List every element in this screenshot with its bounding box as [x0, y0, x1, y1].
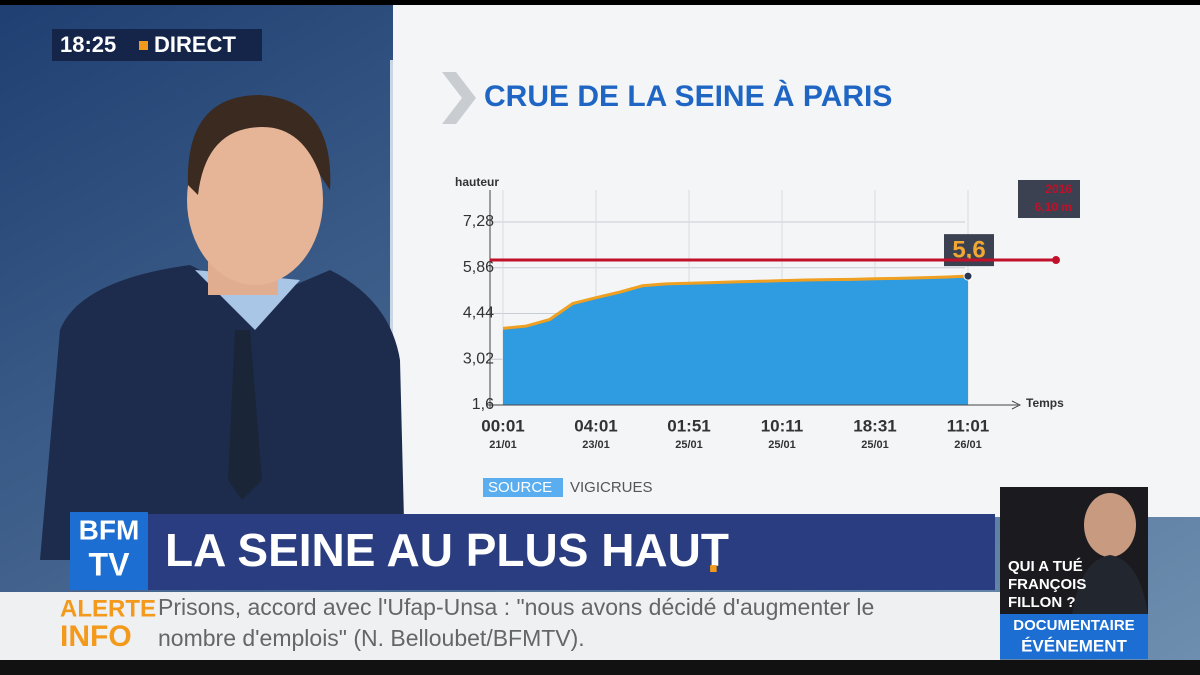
x-tick-date: 25/01	[861, 439, 889, 451]
x-tick-label: 10:11	[761, 416, 804, 435]
presenter	[40, 95, 405, 560]
chart-title: CRUE DE LA SEINE À PARIS	[484, 79, 892, 113]
reference-label: 6,10 m	[1035, 200, 1072, 214]
x-tick-date: 23/01	[582, 439, 610, 451]
promo-tag	[1000, 614, 1148, 659]
x-axis-label: Temps	[1026, 396, 1064, 410]
top-bar	[0, 0, 1200, 5]
y-tick-label: 7,28	[463, 213, 494, 230]
promo-tag-top: DOCUMENTAIRE	[1013, 617, 1134, 634]
x-tick-label: 18:31	[853, 416, 896, 435]
bottom-bar	[0, 660, 1200, 675]
area	[503, 276, 968, 405]
source-label: SOURCE	[488, 479, 552, 496]
x-tick-date: 25/01	[768, 439, 796, 451]
y-axis-label: hauteur	[455, 175, 499, 189]
y-tick-label: 5,86	[463, 259, 494, 276]
logo-box	[70, 512, 148, 590]
x-tick-label: 01:51	[667, 416, 710, 435]
promo-title: FILLON ?	[1008, 594, 1076, 611]
promo-title: QUI A TUÉ	[1008, 558, 1083, 575]
y-tick-label: 1,6	[472, 396, 494, 413]
logo-bottom: TV	[89, 546, 131, 582]
title-chevron	[442, 72, 476, 124]
ticker-band	[0, 592, 1000, 660]
headline: LA SEINE AU PLUS HAUT	[165, 524, 729, 576]
x-tick-date: 21/01	[489, 439, 517, 451]
headline-dot: .	[707, 530, 720, 582]
x-axis-arrow	[1011, 400, 1022, 410]
ticker-label-bottom: INFO	[60, 620, 132, 653]
x-tick-label: 00:01	[481, 416, 524, 435]
clock-dot	[139, 41, 148, 50]
promo-tag-bottom: ÉVÉNEMENT	[1021, 636, 1127, 655]
reference-year: 2016	[1045, 182, 1072, 196]
logo-top: BFM	[79, 514, 140, 545]
y-tick-label: 3,02	[463, 350, 494, 367]
clock-time: 18:25	[60, 32, 116, 57]
ticker-label-top: ALERTE	[60, 595, 156, 622]
reference-box	[1018, 180, 1080, 218]
line	[502, 274, 969, 330]
x-tick-label: 04:01	[574, 416, 617, 435]
headline-banner	[70, 514, 995, 590]
y-tick-label: 4,44	[463, 305, 494, 322]
point	[963, 271, 973, 281]
promo-portrait-body	[1072, 555, 1148, 615]
source: VIGICRUES	[570, 479, 653, 496]
clock-box	[52, 29, 262, 61]
clock-status: DIRECT	[154, 32, 236, 57]
ticker-line-2: nombre d'emplois" (N. Belloubet/BFMTV).	[158, 625, 585, 651]
ticker-line-1: Prisons, accord avec l'Ufap-Unsa : "nous…	[158, 594, 874, 620]
source-badge	[483, 478, 563, 497]
promo-portrait	[1084, 493, 1136, 557]
promo-title: FRANÇOIS	[1008, 576, 1086, 593]
reference-dot	[1052, 256, 1060, 265]
x-tick-date: 26/01	[954, 439, 982, 451]
x-tick-date: 25/01	[675, 439, 703, 451]
x-tick-label: 11:01	[947, 416, 990, 435]
